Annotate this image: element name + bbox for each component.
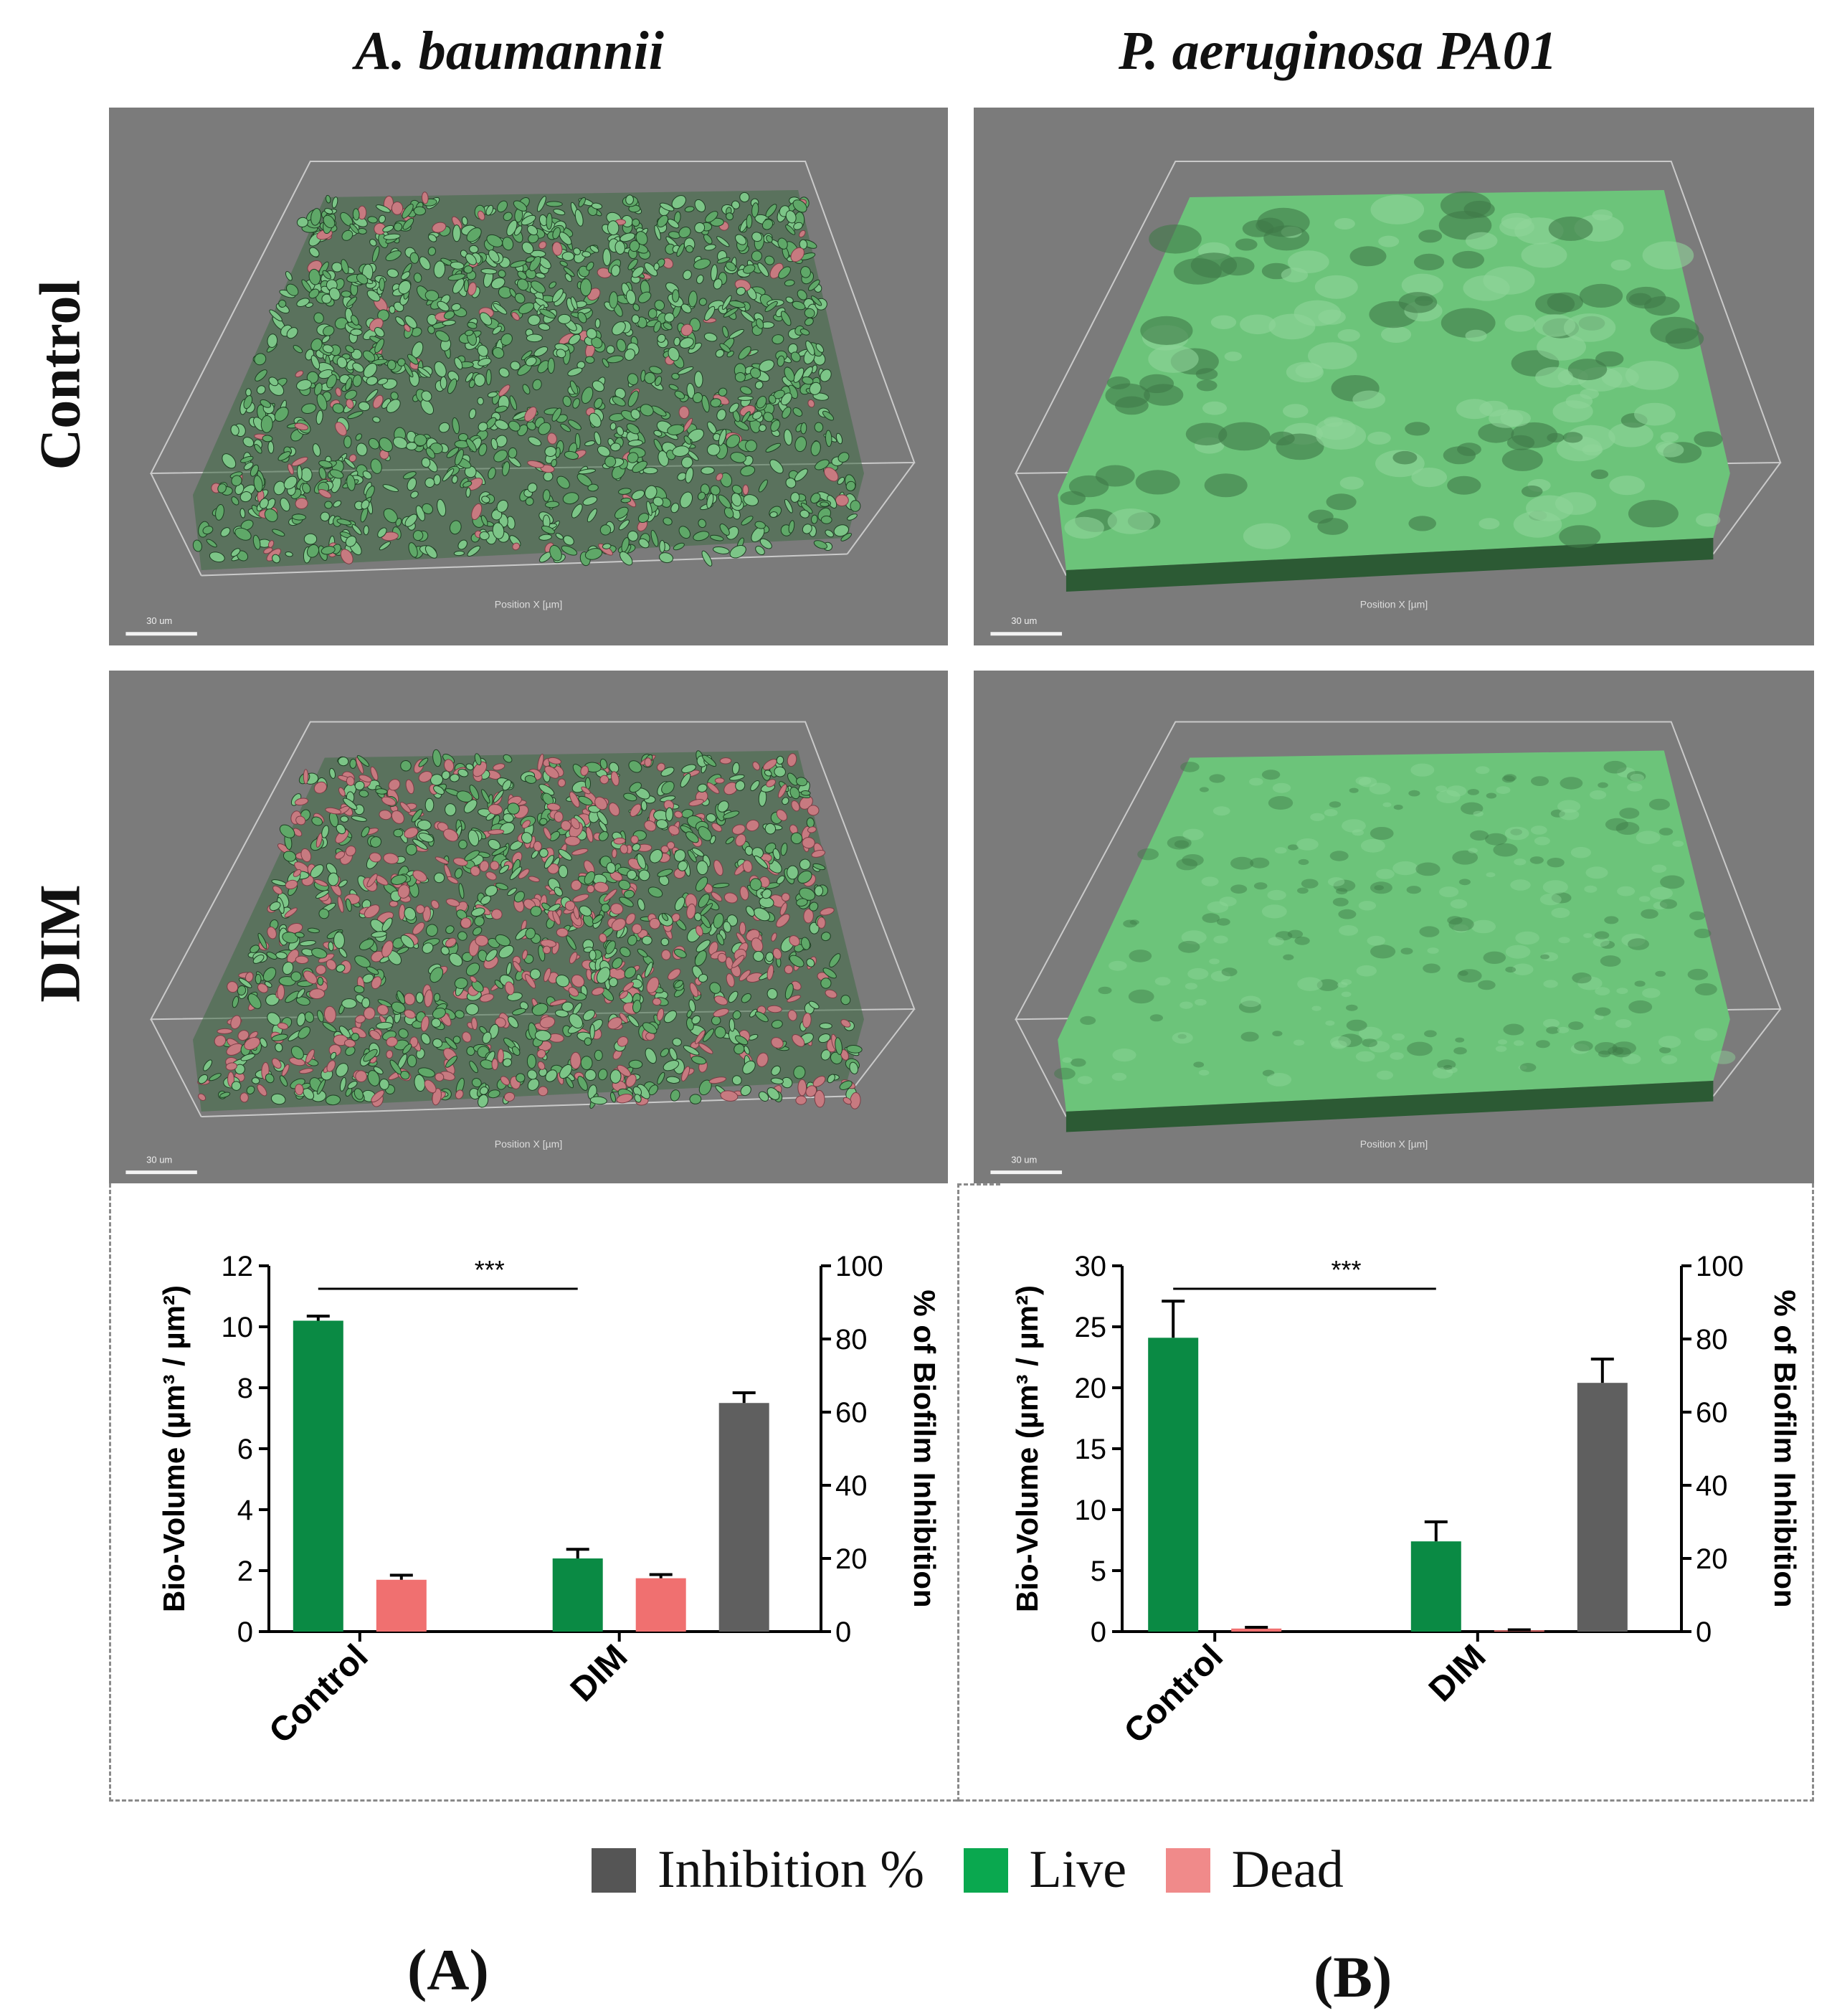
panel-ab-dim: Position X [µm] 30 um (109, 671, 948, 1183)
scale-bar-label: 30 um (1011, 615, 1037, 626)
y-tick-label: 20 (1075, 1373, 1107, 1404)
panel-bounding-box (149, 161, 916, 577)
panel-bounding-box (149, 721, 916, 1118)
biofilm-cells (197, 749, 863, 1109)
biofilm-surface (1054, 750, 1736, 1132)
bar-live-dim (552, 1558, 603, 1632)
legend-swatch-inhibition (592, 1848, 636, 1893)
biofilm-cells (192, 191, 861, 567)
y2-tick-label: 40 (1696, 1470, 1728, 1502)
bar-live-control (1148, 1338, 1199, 1632)
y-tick-label: 10 (1075, 1495, 1107, 1526)
x-tick-label: DIM (1422, 1637, 1494, 1709)
x-tick-label: Control (1117, 1637, 1230, 1751)
legend: Inhibition % Live Dead (592, 1840, 1370, 1901)
y2-axis-title: % of Biofilm Inhibition (908, 1289, 941, 1607)
scale-bar (990, 1170, 1063, 1175)
y-tick-label: 4 (237, 1495, 253, 1526)
chart-a: 0 2 4 6 8 10 12 0 20 40 60 80 100 Bio-Volume (µm³ / µ… (157, 1251, 941, 1751)
scale-bar-label: 30 um (146, 615, 172, 626)
y2-tick-label: 80 (1696, 1324, 1728, 1355)
row-title-dim: DIM (29, 884, 92, 1003)
y2-tick-label: 20 (1696, 1543, 1728, 1575)
y-tick-label: 0 (237, 1617, 253, 1648)
y2-tick-label: 100 (835, 1251, 883, 1282)
scale-bar-label: 30 um (1011, 1154, 1037, 1165)
chart-b: 0 5 10 15 20 25 30 0 20 40 60 80 100 Bio-Volume (µm³ … (1010, 1251, 1802, 1751)
y2-tick-label: 20 (835, 1543, 868, 1575)
chart-frame (109, 1183, 1814, 1802)
row-title-control: Control (29, 280, 92, 470)
y-tick-label: 0 (1091, 1617, 1106, 1648)
bar-dead-control (1231, 1628, 1282, 1632)
scale-bar-label: 30 um (146, 1154, 172, 1165)
y-tick-label: 15 (1075, 1434, 1107, 1465)
chart-divider (957, 1183, 959, 1802)
chart-frame-top-right (957, 1183, 1000, 1186)
biofilm-surface (1058, 190, 1730, 592)
scale-bar (125, 1170, 197, 1175)
legend-item-dead: Dead (1165, 1840, 1344, 1901)
y-tick-label: 10 (222, 1312, 254, 1343)
legend-item-live: Live (963, 1840, 1127, 1901)
y-tick-label: 2 (237, 1556, 253, 1587)
y-tick-label: 30 (1075, 1251, 1107, 1282)
bar-dead-dim (635, 1578, 686, 1632)
legend-label-live: Live (1029, 1840, 1127, 1899)
legend-label-inhibition: Inhibition % (658, 1840, 925, 1899)
scale-bar (990, 632, 1063, 636)
y-tick-label: 25 (1075, 1312, 1107, 1343)
panel-axis-label: Position X [µm] (1360, 599, 1428, 610)
significance-label: *** (1331, 1255, 1361, 1284)
y-tick-label: 6 (237, 1434, 253, 1465)
bar-inhibition--dim (718, 1403, 769, 1632)
y-tick-label: 12 (222, 1251, 254, 1282)
subfigure-label-a: (A) (407, 1937, 489, 2002)
y-axis-title: Bio-Volume (µm³ / µm²) (1010, 1285, 1044, 1612)
y2-tick-label: 40 (835, 1470, 868, 1502)
legend-item-inhibition: Inhibition % (592, 1840, 924, 1901)
y2-tick-label: 0 (1696, 1617, 1712, 1648)
panel-axis-label: Position X [µm] (495, 599, 562, 610)
bar-dead-control (376, 1579, 427, 1632)
bar-live-control (293, 1320, 343, 1632)
panel-axis-label: Position X [µm] (1360, 1138, 1428, 1150)
y2-tick-label: 0 (835, 1617, 851, 1648)
panel-pa-dim: Position X [µm] 30 um (974, 671, 1814, 1183)
x-tick-label: DIM (564, 1637, 635, 1709)
panel-axis-label: Position X [µm] (495, 1138, 562, 1150)
y2-axis-title: % of Biofilm Inhibition (1768, 1289, 1802, 1607)
y-tick-label: 8 (237, 1373, 253, 1404)
scale-bar (125, 632, 197, 636)
column-title-a-baumannii: A. baumannii (355, 21, 664, 81)
y2-tick-label: 100 (1696, 1251, 1744, 1282)
bar-live-dim (1410, 1541, 1461, 1632)
column-title-p-aeruginosa: P. aeruginosa PA01 (1119, 21, 1557, 81)
legend-swatch-dead (1165, 1848, 1210, 1893)
subfigure-label-b: (B) (1314, 1944, 1392, 2010)
y2-tick-label: 60 (835, 1397, 868, 1429)
legend-label-dead: Dead (1231, 1840, 1344, 1899)
y2-tick-label: 60 (1696, 1397, 1728, 1429)
panel-ab-control: Position X [µm] 30 um (109, 108, 948, 645)
bar-inhibition--dim (1577, 1383, 1628, 1632)
y-axis-title: Bio-Volume (µm³ / µm²) (157, 1285, 191, 1612)
y2-tick-label: 80 (835, 1324, 868, 1355)
panel-pa-control: Position X [µm] 30 um (974, 108, 1814, 645)
legend-swatch-live (963, 1848, 1008, 1893)
significance-label: *** (475, 1255, 505, 1284)
x-tick-label: Control (262, 1637, 375, 1751)
y-tick-label: 5 (1091, 1556, 1106, 1587)
